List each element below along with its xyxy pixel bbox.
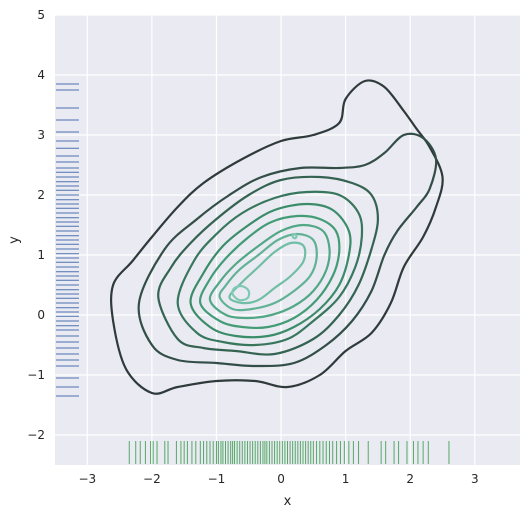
y-rug	[56, 83, 79, 397]
x-tick-label: 0	[277, 472, 285, 486]
contour-line	[291, 232, 298, 240]
y-tick-label: 0	[37, 308, 45, 322]
contour-line	[198, 214, 341, 330]
contour-line	[137, 132, 438, 368]
y-axis-title: y	[7, 236, 22, 244]
x-tick-label: 1	[342, 472, 350, 486]
contour-layer	[110, 79, 444, 395]
grid-lines	[55, 14, 520, 465]
x-tick-label: 2	[406, 472, 414, 486]
y-tick-label: 3	[37, 128, 45, 142]
plot-background	[55, 15, 520, 465]
contour-line	[218, 232, 318, 312]
contour-line	[228, 241, 307, 305]
y-tick-label: 5	[37, 8, 45, 22]
x-tick-label: 3	[471, 472, 479, 486]
x-axis-title: x	[284, 494, 292, 509]
x-tick-label: −1	[208, 472, 226, 486]
y-tick-label: −1	[27, 368, 45, 382]
x-tick-label: −2	[143, 472, 161, 486]
contour-line	[157, 175, 379, 356]
y-tick-label: −2	[27, 428, 45, 442]
y-tick-label: 4	[37, 68, 45, 82]
contour-line	[110, 79, 444, 395]
x-rug	[128, 441, 450, 464]
contour-line	[208, 223, 331, 320]
contour-line	[189, 202, 352, 339]
contour-line	[176, 190, 364, 347]
y-tick-label: 1	[37, 248, 45, 262]
y-tick-label: 2	[37, 188, 45, 202]
y-tick-labels: −2 −1 0 1 2 3 4 5	[27, 8, 45, 442]
x-tick-label: −3	[78, 472, 96, 486]
contour-line	[231, 284, 251, 302]
x-tick-labels: −3 −2 −1 0 1 2 3	[78, 472, 478, 486]
